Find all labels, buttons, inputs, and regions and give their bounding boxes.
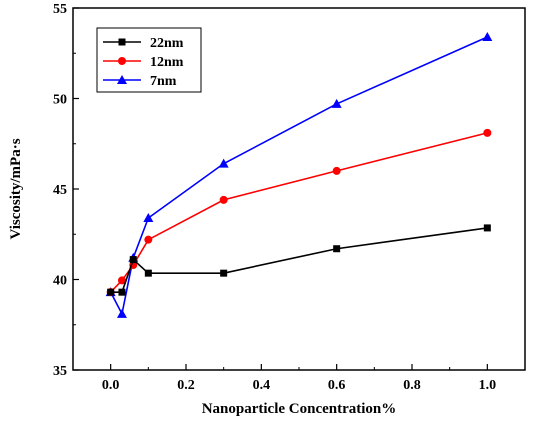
x-axis-label: Nanoparticle Concentration% xyxy=(202,401,397,417)
legend-label-7nm: 7nm xyxy=(150,74,177,89)
y-axis-label: Viscosity/mPa·s xyxy=(8,138,24,239)
data-point-7nm xyxy=(482,31,493,41)
x-tick-label: 0.4 xyxy=(253,378,271,393)
x-tick-label: 0.0 xyxy=(102,378,120,393)
data-point-22nm xyxy=(107,288,115,296)
x-tick-label: 0.8 xyxy=(403,378,421,393)
y-tick-label: 55 xyxy=(53,2,67,17)
y-tick-label: 45 xyxy=(53,183,67,198)
data-point-12nm xyxy=(332,166,341,175)
data-point-12nm xyxy=(483,128,492,137)
legend-marker-12nm xyxy=(118,57,126,65)
data-point-7nm xyxy=(116,308,127,318)
data-point-7nm xyxy=(331,98,342,108)
legend-marker-22nm xyxy=(118,38,126,46)
data-point-12nm xyxy=(144,235,153,244)
legend-label-12nm: 12nm xyxy=(150,55,184,70)
series-line-22nm xyxy=(110,227,488,293)
data-point-7nm xyxy=(143,212,154,222)
legend-box xyxy=(96,27,202,93)
legend-marker-7nm xyxy=(117,75,127,84)
y-tick-label: 35 xyxy=(53,364,67,379)
data-point-22nm xyxy=(333,245,341,253)
series-line-12nm xyxy=(110,132,488,293)
series-layer xyxy=(105,31,493,318)
x-tick-label: 1.0 xyxy=(479,378,497,393)
legend-label-22nm: 22nm xyxy=(150,36,184,51)
y-tick-label: 50 xyxy=(53,93,67,108)
x-tick-label: 0.2 xyxy=(177,378,195,393)
data-point-12nm xyxy=(117,276,126,285)
data-point-22nm xyxy=(483,224,491,232)
legend: 22nm 12nm 7nm xyxy=(96,27,202,93)
data-point-12nm xyxy=(219,195,228,204)
data-point-22nm xyxy=(144,269,152,277)
data-point-22nm xyxy=(129,256,137,264)
x-tick-label: 0.6 xyxy=(328,378,346,393)
axis-ticks: 0.0 0.2 0.4 0.6 0.8 1.0 35 40 45 50 55 xyxy=(53,2,496,393)
data-point-22nm xyxy=(118,288,126,296)
data-point-22nm xyxy=(220,269,228,277)
data-point-7nm xyxy=(218,158,229,168)
y-tick-label: 40 xyxy=(53,274,67,289)
